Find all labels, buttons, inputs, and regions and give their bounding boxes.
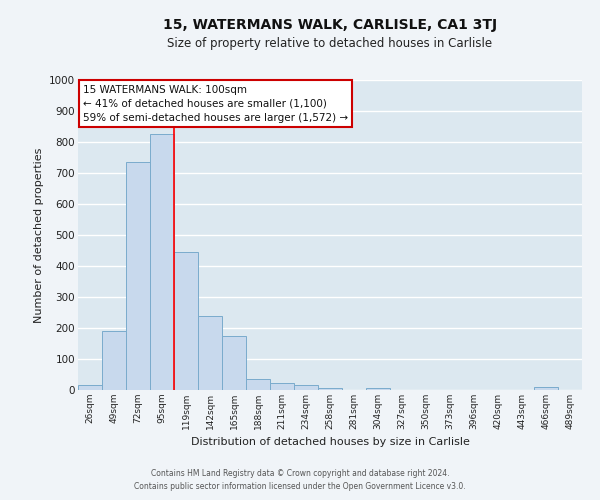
Text: Contains public sector information licensed under the Open Government Licence v3: Contains public sector information licen…: [134, 482, 466, 491]
Text: Size of property relative to detached houses in Carlisle: Size of property relative to detached ho…: [167, 38, 493, 51]
Bar: [126, 162, 150, 390]
Y-axis label: Number of detached properties: Number of detached properties: [34, 148, 44, 322]
Bar: [198, 316, 222, 390]
Bar: [78, 386, 102, 390]
Text: Contains HM Land Registry data © Crown copyright and database right 2024.: Contains HM Land Registry data © Crown c…: [151, 468, 449, 477]
Bar: [534, 387, 558, 390]
Bar: [294, 384, 318, 390]
Text: 15 WATERMANS WALK: 100sqm
← 41% of detached houses are smaller (1,100)
59% of se: 15 WATERMANS WALK: 100sqm ← 41% of detac…: [83, 84, 348, 122]
Bar: [318, 388, 342, 390]
X-axis label: Distribution of detached houses by size in Carlisle: Distribution of detached houses by size …: [191, 438, 469, 448]
Bar: [270, 383, 294, 390]
Bar: [150, 134, 174, 390]
Bar: [102, 331, 126, 390]
Text: 15, WATERMANS WALK, CARLISLE, CA1 3TJ: 15, WATERMANS WALK, CARLISLE, CA1 3TJ: [163, 18, 497, 32]
Bar: [222, 336, 246, 390]
Bar: [366, 388, 390, 390]
Bar: [174, 252, 198, 390]
Bar: [246, 379, 270, 390]
